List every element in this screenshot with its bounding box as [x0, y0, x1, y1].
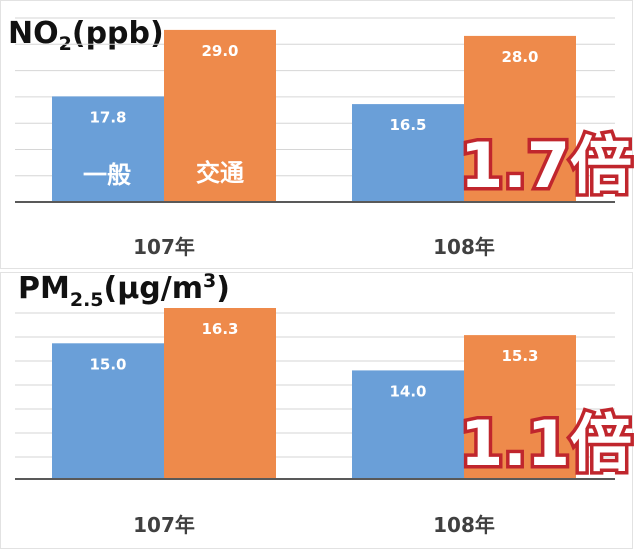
bar-value-label: 17.8 [89, 108, 126, 126]
pm25-title-sup: 3 [203, 270, 216, 292]
category-label: 107年 [133, 513, 195, 537]
pm25-title-sub: 2.5 [70, 289, 104, 311]
no2-title-main: NO [8, 16, 59, 51]
category-label: 108年 [433, 513, 495, 537]
bar-general-0 [52, 343, 164, 479]
bar-value-label: 14.0 [389, 382, 426, 400]
no2-plot: 17.8 16.5 29.0 28.0 107年 108年 [15, 17, 615, 259]
bar-value-label: 29.0 [201, 42, 238, 60]
bar-value-label: 28.0 [501, 48, 538, 66]
no2-ratio-label: 1.7倍 [460, 129, 632, 202]
bar-traffic-1 [464, 35, 576, 203]
bar-value-label: 16.3 [201, 320, 238, 338]
pm25-panel [0, 272, 633, 549]
bar-general-1 [352, 104, 464, 202]
no2-chart-title: NO2(ppb) [8, 16, 164, 55]
bar-value-label: 15.0 [89, 355, 126, 373]
bar-general-0 [52, 96, 164, 202]
pm25-chart-title: PM2.5(μg/m3) [18, 270, 230, 311]
bar-value-label: 15.3 [501, 347, 538, 365]
bar-traffic-0 [164, 308, 276, 479]
bar-traffic-1 [464, 335, 576, 479]
category-label: 107年 [133, 235, 195, 259]
series-label-general: 一般 [83, 161, 131, 189]
pm25-title-tail: (μg/m [104, 271, 203, 306]
bar-general-1 [352, 370, 464, 479]
pm25-plot: 15.0 14.0 16.3 15.3 107年 108年 [15, 308, 615, 537]
pm25-title-close: ) [216, 271, 230, 306]
category-label: 108年 [433, 235, 495, 259]
pm25-title-main: PM [18, 271, 70, 306]
bar-traffic-0 [164, 29, 276, 203]
bar-value-label: 16.5 [389, 116, 426, 134]
pm25-ratio-label: 1.1倍 [460, 407, 632, 480]
series-label-traffic: 交通 [196, 159, 244, 187]
no2-panel [0, 0, 633, 269]
no2-title-tail: (ppb) [72, 16, 164, 51]
